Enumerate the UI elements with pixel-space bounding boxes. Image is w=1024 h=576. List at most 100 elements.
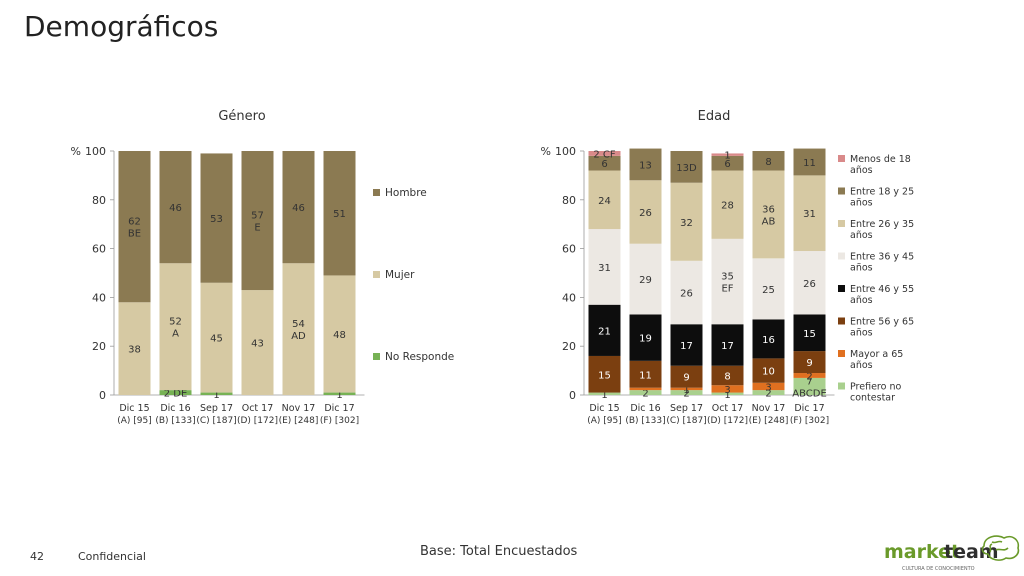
bar-segment	[752, 258, 785, 320]
x-tick-label: Dic 15	[119, 403, 149, 414]
data-label: 31	[598, 263, 611, 274]
x-tick-label: Dic 17	[794, 403, 824, 414]
data-label-line: 46	[169, 203, 182, 214]
bar-segment	[752, 319, 785, 359]
data-label-line: 62	[128, 217, 141, 228]
data-label: 46	[292, 203, 305, 214]
page-number: 42	[30, 550, 44, 563]
x-tick-label: Oct 17	[242, 403, 274, 414]
data-label-line: 26	[680, 289, 693, 300]
bar-segment	[793, 148, 826, 176]
data-label-line: 1	[724, 151, 730, 162]
page-title: Demográficos	[24, 10, 219, 43]
data-label: 26	[803, 279, 816, 290]
data-label-line: 17	[721, 341, 734, 352]
data-label-line: EF	[721, 284, 733, 295]
legend-swatch	[838, 317, 845, 325]
legend-swatch	[838, 252, 845, 260]
data-label: 28	[721, 201, 734, 212]
data-label-line: 11	[639, 370, 652, 381]
bar-segment	[241, 290, 274, 395]
y-tick-label: 20	[562, 340, 576, 353]
data-label: 31	[803, 209, 816, 220]
bar-segment	[629, 390, 662, 395]
bar-segment	[588, 304, 621, 356]
legend-swatch	[838, 350, 845, 357]
data-label-line: 2	[765, 389, 771, 400]
data-label: 1	[724, 151, 730, 162]
data-label: 26	[680, 289, 693, 300]
data-label: 3	[724, 385, 730, 396]
data-label: 2	[765, 389, 771, 400]
bar-segment	[711, 392, 744, 395]
bar-segment	[752, 151, 785, 171]
bar-segment	[711, 238, 744, 325]
bar-segment	[159, 151, 192, 264]
bar-segment	[670, 390, 703, 395]
legend-label-line: Hombre	[385, 187, 427, 199]
data-label: 13D	[676, 163, 697, 174]
legend-label: Entre 18 y 25 años	[850, 187, 914, 209]
x-tick-label: Dic 15	[589, 403, 619, 414]
data-label-line: 3	[765, 382, 771, 393]
bar-segment	[629, 314, 662, 361]
data-label: 46	[169, 203, 182, 214]
data-label: 15	[803, 329, 816, 340]
data-label-line: 1	[213, 390, 219, 401]
data-label: 17	[680, 341, 693, 352]
bar-segment	[323, 151, 356, 276]
logo-text-team: team	[944, 541, 999, 563]
data-label: 2	[683, 389, 689, 400]
bar-segment	[670, 324, 703, 366]
data-label: 53	[210, 214, 223, 225]
data-label: 1	[336, 390, 342, 401]
y-tick-label: 20	[92, 340, 106, 353]
bar-segment	[200, 153, 233, 283]
bar-segment	[241, 151, 274, 291]
bar-segment	[670, 151, 703, 183]
legend-label-line: años	[850, 165, 873, 176]
x-tick-label: Sep 17	[670, 403, 703, 414]
bar-segment	[118, 302, 151, 395]
legend-label: Entre 56 y 65 años	[850, 317, 914, 339]
data-label-line: 8	[724, 371, 730, 382]
data-label: 51	[333, 209, 346, 220]
chart-title: Edad	[698, 109, 731, 124]
legend-label: Mujer	[385, 269, 415, 281]
legend-label-line: años	[850, 263, 873, 274]
data-label-line: 26	[639, 208, 652, 219]
data-label-line: 8	[765, 157, 771, 168]
x-tick-sublabel: (C) [187]	[196, 416, 236, 426]
legend-label: No Responde	[385, 351, 454, 363]
bar-segment	[711, 170, 744, 239]
y-tick-label: 80	[92, 194, 106, 207]
y-tick-label: 40	[562, 291, 576, 304]
bar-segment	[670, 182, 703, 261]
data-label-line: 28	[721, 201, 734, 212]
data-label-line: 1	[683, 385, 689, 396]
legend-swatch	[838, 382, 845, 390]
data-label-line: 29	[639, 275, 652, 286]
y-tick-label: 60	[562, 243, 576, 256]
bar-segment	[752, 382, 785, 391]
bar-segment	[118, 151, 151, 303]
data-label: 11	[803, 158, 816, 169]
data-label-line: 11	[803, 158, 816, 169]
data-label: 7 ABCDE	[792, 376, 827, 399]
y-unit-label: %	[541, 145, 551, 158]
data-label-line: 3	[724, 385, 730, 396]
legend-label: Prefiero no contestar	[850, 382, 901, 404]
x-tick-label: Dic 17	[324, 403, 354, 414]
data-label-line: 54	[292, 319, 305, 330]
bar-segment	[752, 358, 785, 383]
data-label-line: 15	[803, 329, 816, 340]
legend-label-line: Mayor a 65	[850, 349, 903, 360]
data-label-line: 32	[680, 218, 693, 229]
gender-chart: Género 0 20 40 60 80 100% 38 62 BE Dic 15 (A) [95] 2…	[71, 109, 455, 426]
data-label: 15	[598, 370, 611, 381]
legend-label-line: años	[850, 198, 873, 209]
data-label-line: 31	[803, 209, 816, 220]
data-label: 8	[765, 157, 771, 168]
data-label: 62 BE	[128, 217, 141, 240]
x-tick-sublabel: (A) [95]	[117, 416, 152, 426]
